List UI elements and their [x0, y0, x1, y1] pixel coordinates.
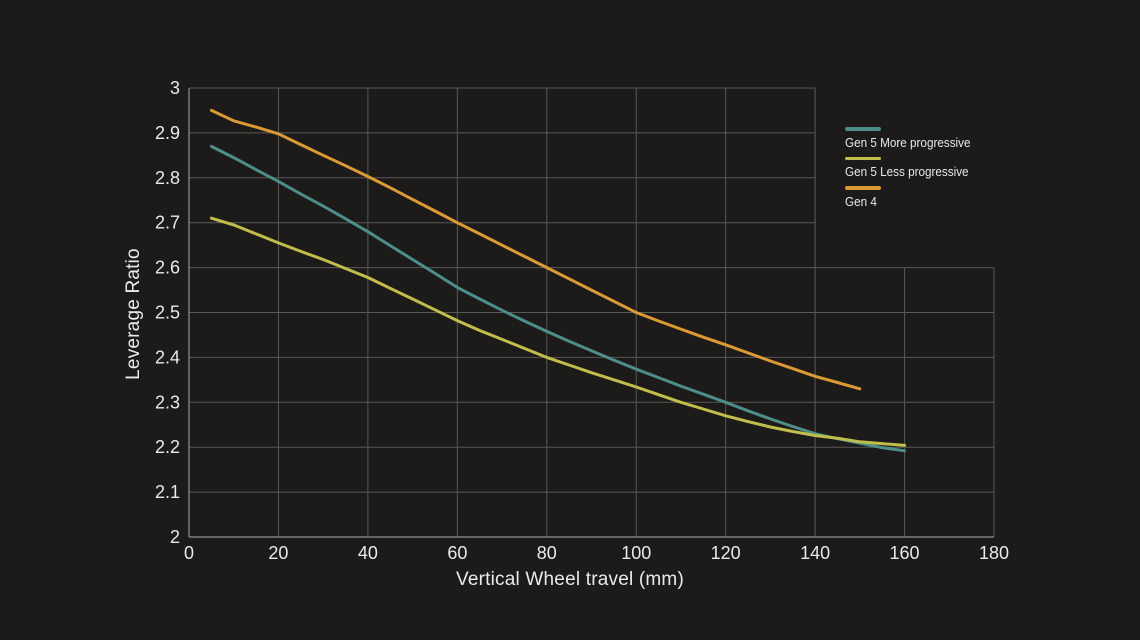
legend-label-gen5-less-progressive: Gen 5 Less progressive [845, 164, 969, 179]
x-tick-label: 40 [358, 543, 378, 563]
legend-item-gen5-more-progressive: Gen 5 More progressive [845, 127, 984, 149]
y-tick-label: 2 [170, 527, 180, 547]
grid-lines [189, 87, 995, 537]
x-tick-label: 60 [447, 543, 467, 563]
x-axis-title: Vertical Wheel travel (mm) [456, 569, 684, 590]
series-line-1 [209, 216, 907, 447]
y-tick-label: 2.6 [155, 258, 180, 278]
y-tick-label: 2.8 [155, 168, 180, 188]
legend-swatch-gen4 [845, 186, 881, 190]
x-tick-label: 100 [621, 543, 651, 563]
x-tick-label: 160 [890, 543, 920, 563]
x-tick-label: 180 [979, 543, 1009, 563]
y-tick-label: 3 [170, 78, 180, 98]
legend-swatch-gen5-less-progressive [845, 156, 881, 160]
y-tick-label: 2.2 [155, 437, 180, 457]
axes [188, 88, 994, 538]
y-tick-label: 2.9 [155, 123, 180, 143]
y-tick-label: 2.3 [155, 392, 180, 412]
legend-item-gen4: Gen 4 [845, 186, 984, 208]
y-tick-label: 2.5 [155, 303, 180, 323]
x-tick-label: 80 [537, 543, 557, 563]
x-tick-label: 20 [268, 543, 288, 563]
legend-label-gen5-more-progressive: Gen 5 More progressive [845, 134, 971, 150]
legend: Gen 5 More progressive Gen 5 Less progre… [845, 127, 984, 216]
series-line-2 [209, 108, 862, 391]
y-axis-title: Leverage Ratio [123, 248, 144, 380]
legend-item-gen5-less-progressive: Gen 5 Less progressive [845, 156, 984, 179]
x-tick-label: 120 [711, 543, 741, 563]
y-tick-label: 2.4 [155, 347, 180, 367]
tick-labels: 2 2.1 2.2 2.3 2.4 2.5 2.6 2.7 2.8 2.9 3 0 20 40 60 80 10… [155, 78, 1009, 563]
y-tick-label: 2.7 [155, 213, 180, 233]
x-tick-label: 0 [184, 543, 194, 563]
y-tick-label: 2.1 [155, 482, 180, 502]
series-line-0 [209, 144, 907, 453]
legend-swatch-gen5-more-progressive [845, 127, 881, 131]
series-lines [209, 108, 907, 453]
x-tick-label: 140 [800, 543, 830, 563]
legend-label-gen4: Gen 4 [845, 193, 877, 209]
